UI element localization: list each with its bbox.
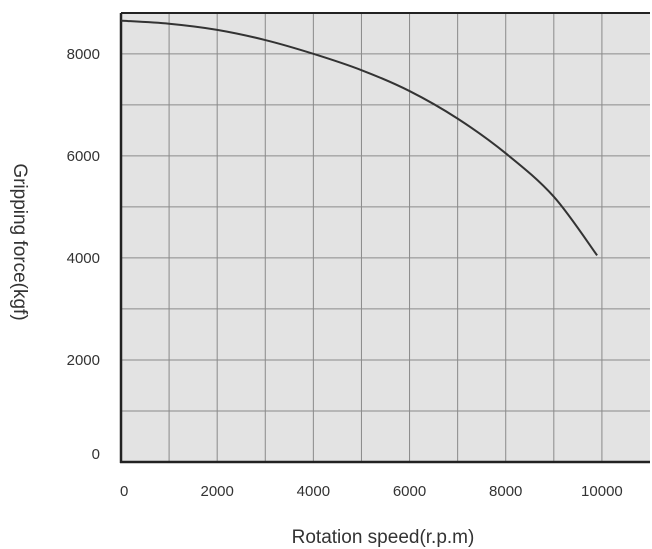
y-tick-label: 4000 [67,250,100,267]
plot-background [121,13,650,462]
x-tick-label: 2000 [200,483,233,500]
y-tick-label: 8000 [67,46,100,63]
grid [121,13,650,462]
y-tick-label: 0 [92,446,100,463]
x-tick-label: 10000 [581,483,623,500]
y-tick-label: 2000 [67,352,100,369]
x-axis-title: Rotation speed(r.p.m) [292,527,475,548]
x-tick-label: 0 [120,483,128,500]
series-layer [120,19,598,256]
x-tick-labels: 0 2000 4000 6000 8000 10000 [120,483,623,500]
x-tick-label: 4000 [297,483,330,500]
x-tick-label: 8000 [489,483,522,500]
x-tick-label: 6000 [393,483,426,500]
y-tick-label: 6000 [67,148,100,165]
y-tick-labels: 0 2000 4000 6000 8000 [67,46,100,463]
series-line-0 [120,19,598,256]
y-axis-title: Gripping force(kgf) [9,163,30,320]
axes [119,12,650,464]
